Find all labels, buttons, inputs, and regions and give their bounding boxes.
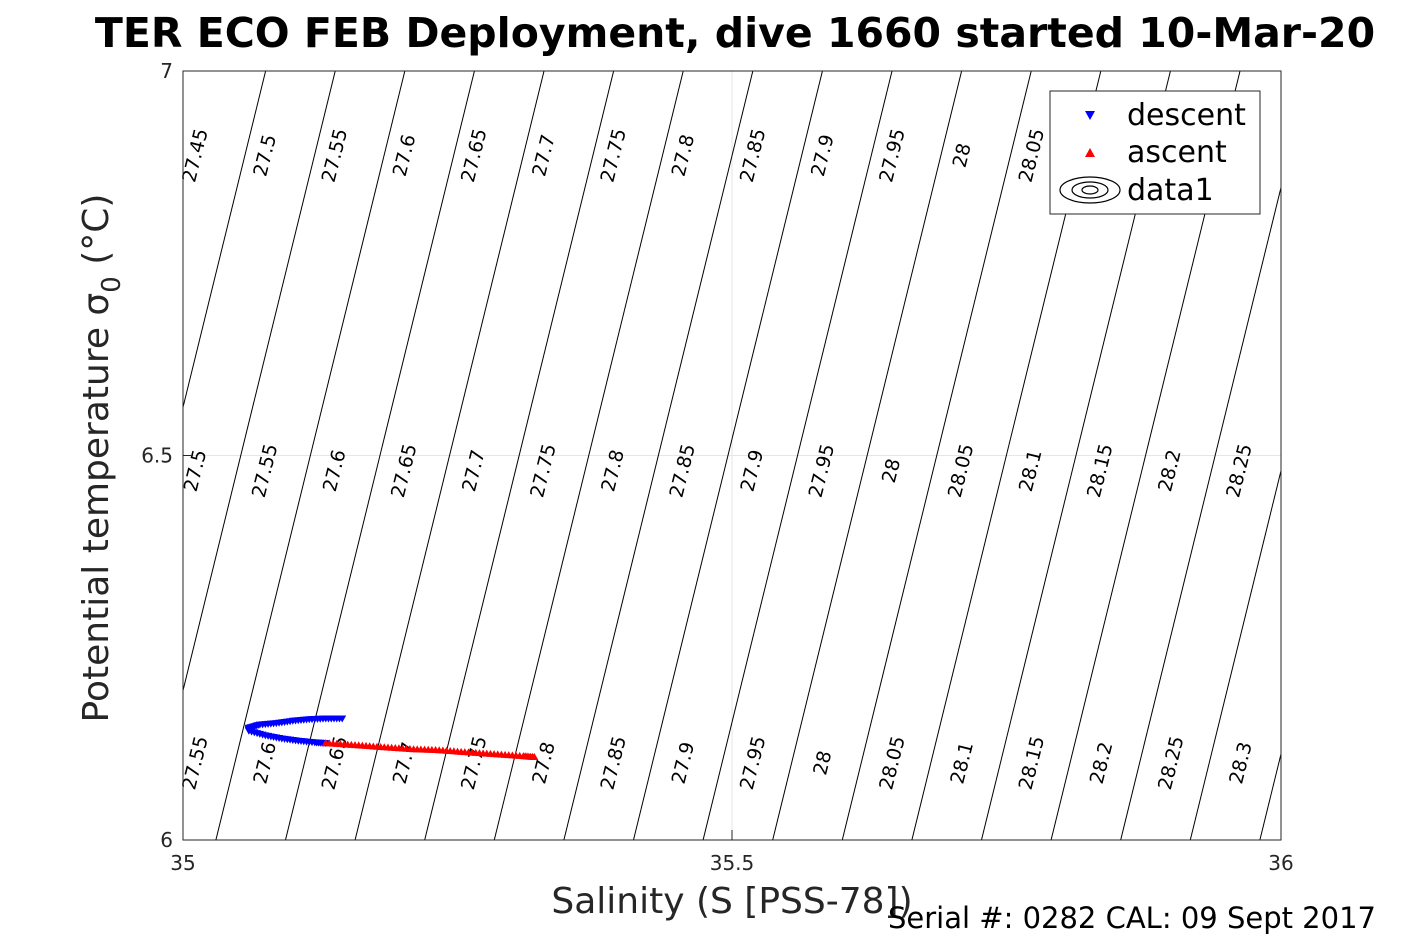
contour-line-11 — [841, 70, 1032, 841]
contour-line-17 — [1259, 753, 1282, 841]
contour-line-3 — [284, 70, 475, 841]
contour-line-9 — [702, 70, 893, 841]
ascent-point — [530, 752, 539, 760]
contour-line-15 — [1120, 187, 1282, 841]
contour-line-16 — [1189, 470, 1282, 841]
contour-line-6 — [493, 70, 684, 841]
chart-title: TER ECO FEB Deployment, dive 1660 starte… — [95, 9, 1375, 57]
y-tick-label: 6.5 — [141, 444, 173, 468]
ascent-series — [321, 739, 539, 760]
contour-line-8 — [632, 70, 823, 841]
y-tick-label: 6 — [160, 828, 173, 852]
contour-line-4 — [354, 70, 545, 841]
contour-line-1 — [182, 70, 336, 691]
x-tick-label: 35.5 — [710, 851, 755, 875]
axis-ticks: 35 35.5 36 6 6.5 7 — [141, 59, 1294, 875]
descent-series — [244, 715, 347, 748]
legend: descent ascent data1 — [1049, 90, 1261, 215]
legend-ascent-marker — [1085, 148, 1095, 157]
legend-data1-marker — [1059, 176, 1121, 204]
serial-cal-footer: Serial #: 0282 CAL: 09 Sept 2017 — [888, 901, 1376, 935]
y-axis-label-subscript: 0 — [97, 276, 127, 293]
legend-data1-label: data1 — [1127, 173, 1214, 208]
contour-line-7 — [563, 70, 754, 841]
legend-descent-label: descent — [1127, 98, 1246, 133]
contour-line-0 — [182, 70, 267, 408]
y-tick-label: 7 — [160, 59, 173, 83]
contour-line-5 — [424, 70, 615, 841]
y-axis-label-main: Potential temperature σ — [76, 293, 117, 723]
contour-line-2 — [215, 70, 406, 841]
x-tick-label: 35 — [170, 851, 195, 875]
y-axis-label: Potential temperature σ0 (°C) — [76, 194, 127, 723]
legend-ascent-label: ascent — [1127, 135, 1227, 170]
x-axis-label: Salinity (S [PSS-78]) — [551, 881, 912, 922]
y-axis-label-unit: (°C) — [76, 194, 117, 277]
contour-line-10 — [772, 70, 963, 841]
x-tick-label: 36 — [1268, 851, 1293, 875]
legend-descent-marker — [1085, 111, 1095, 120]
